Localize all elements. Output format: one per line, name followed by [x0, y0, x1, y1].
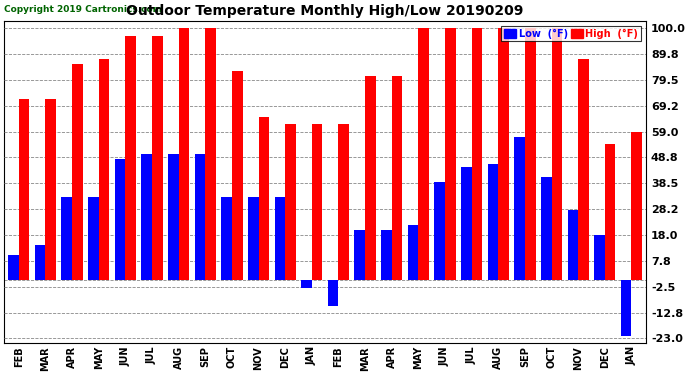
Legend: Low  (°F), High  (°F): Low (°F), High (°F) [502, 26, 641, 42]
Bar [328, 280, 339, 306]
Bar [461, 167, 472, 280]
Bar [365, 76, 376, 280]
Bar [285, 124, 296, 280]
Bar [605, 144, 615, 280]
Bar [8, 255, 19, 280]
Bar [88, 197, 99, 280]
Bar [115, 159, 126, 280]
Bar [488, 164, 498, 280]
Bar [126, 36, 136, 280]
Bar [498, 28, 509, 280]
Bar [392, 76, 402, 280]
Bar [381, 230, 392, 280]
Bar [232, 71, 243, 280]
Bar [339, 124, 349, 280]
Bar [621, 280, 631, 336]
Text: Copyright 2019 Cartronics.com: Copyright 2019 Cartronics.com [4, 5, 162, 14]
Bar [275, 197, 285, 280]
Bar [19, 99, 30, 280]
Bar [514, 137, 525, 280]
Bar [578, 58, 589, 280]
Bar [248, 197, 259, 280]
Bar [525, 28, 535, 280]
Bar [631, 132, 642, 280]
Bar [34, 245, 46, 280]
Bar [355, 230, 365, 280]
Bar [61, 197, 72, 280]
Bar [551, 28, 562, 280]
Bar [152, 36, 163, 280]
Bar [567, 210, 578, 280]
Bar [418, 28, 429, 280]
Bar [141, 154, 152, 280]
Bar [221, 197, 232, 280]
Bar [312, 124, 322, 280]
Bar [472, 28, 482, 280]
Bar [168, 154, 179, 280]
Title: Outdoor Temperature Monthly High/Low 20190209: Outdoor Temperature Monthly High/Low 201… [126, 4, 524, 18]
Bar [408, 225, 418, 280]
Bar [99, 58, 110, 280]
Bar [195, 154, 205, 280]
Bar [301, 280, 312, 288]
Bar [445, 28, 455, 280]
Bar [594, 235, 605, 280]
Bar [179, 28, 189, 280]
Bar [72, 64, 83, 280]
Bar [46, 99, 56, 280]
Bar [259, 117, 269, 280]
Bar [434, 182, 445, 280]
Bar [205, 28, 216, 280]
Bar [541, 177, 551, 280]
